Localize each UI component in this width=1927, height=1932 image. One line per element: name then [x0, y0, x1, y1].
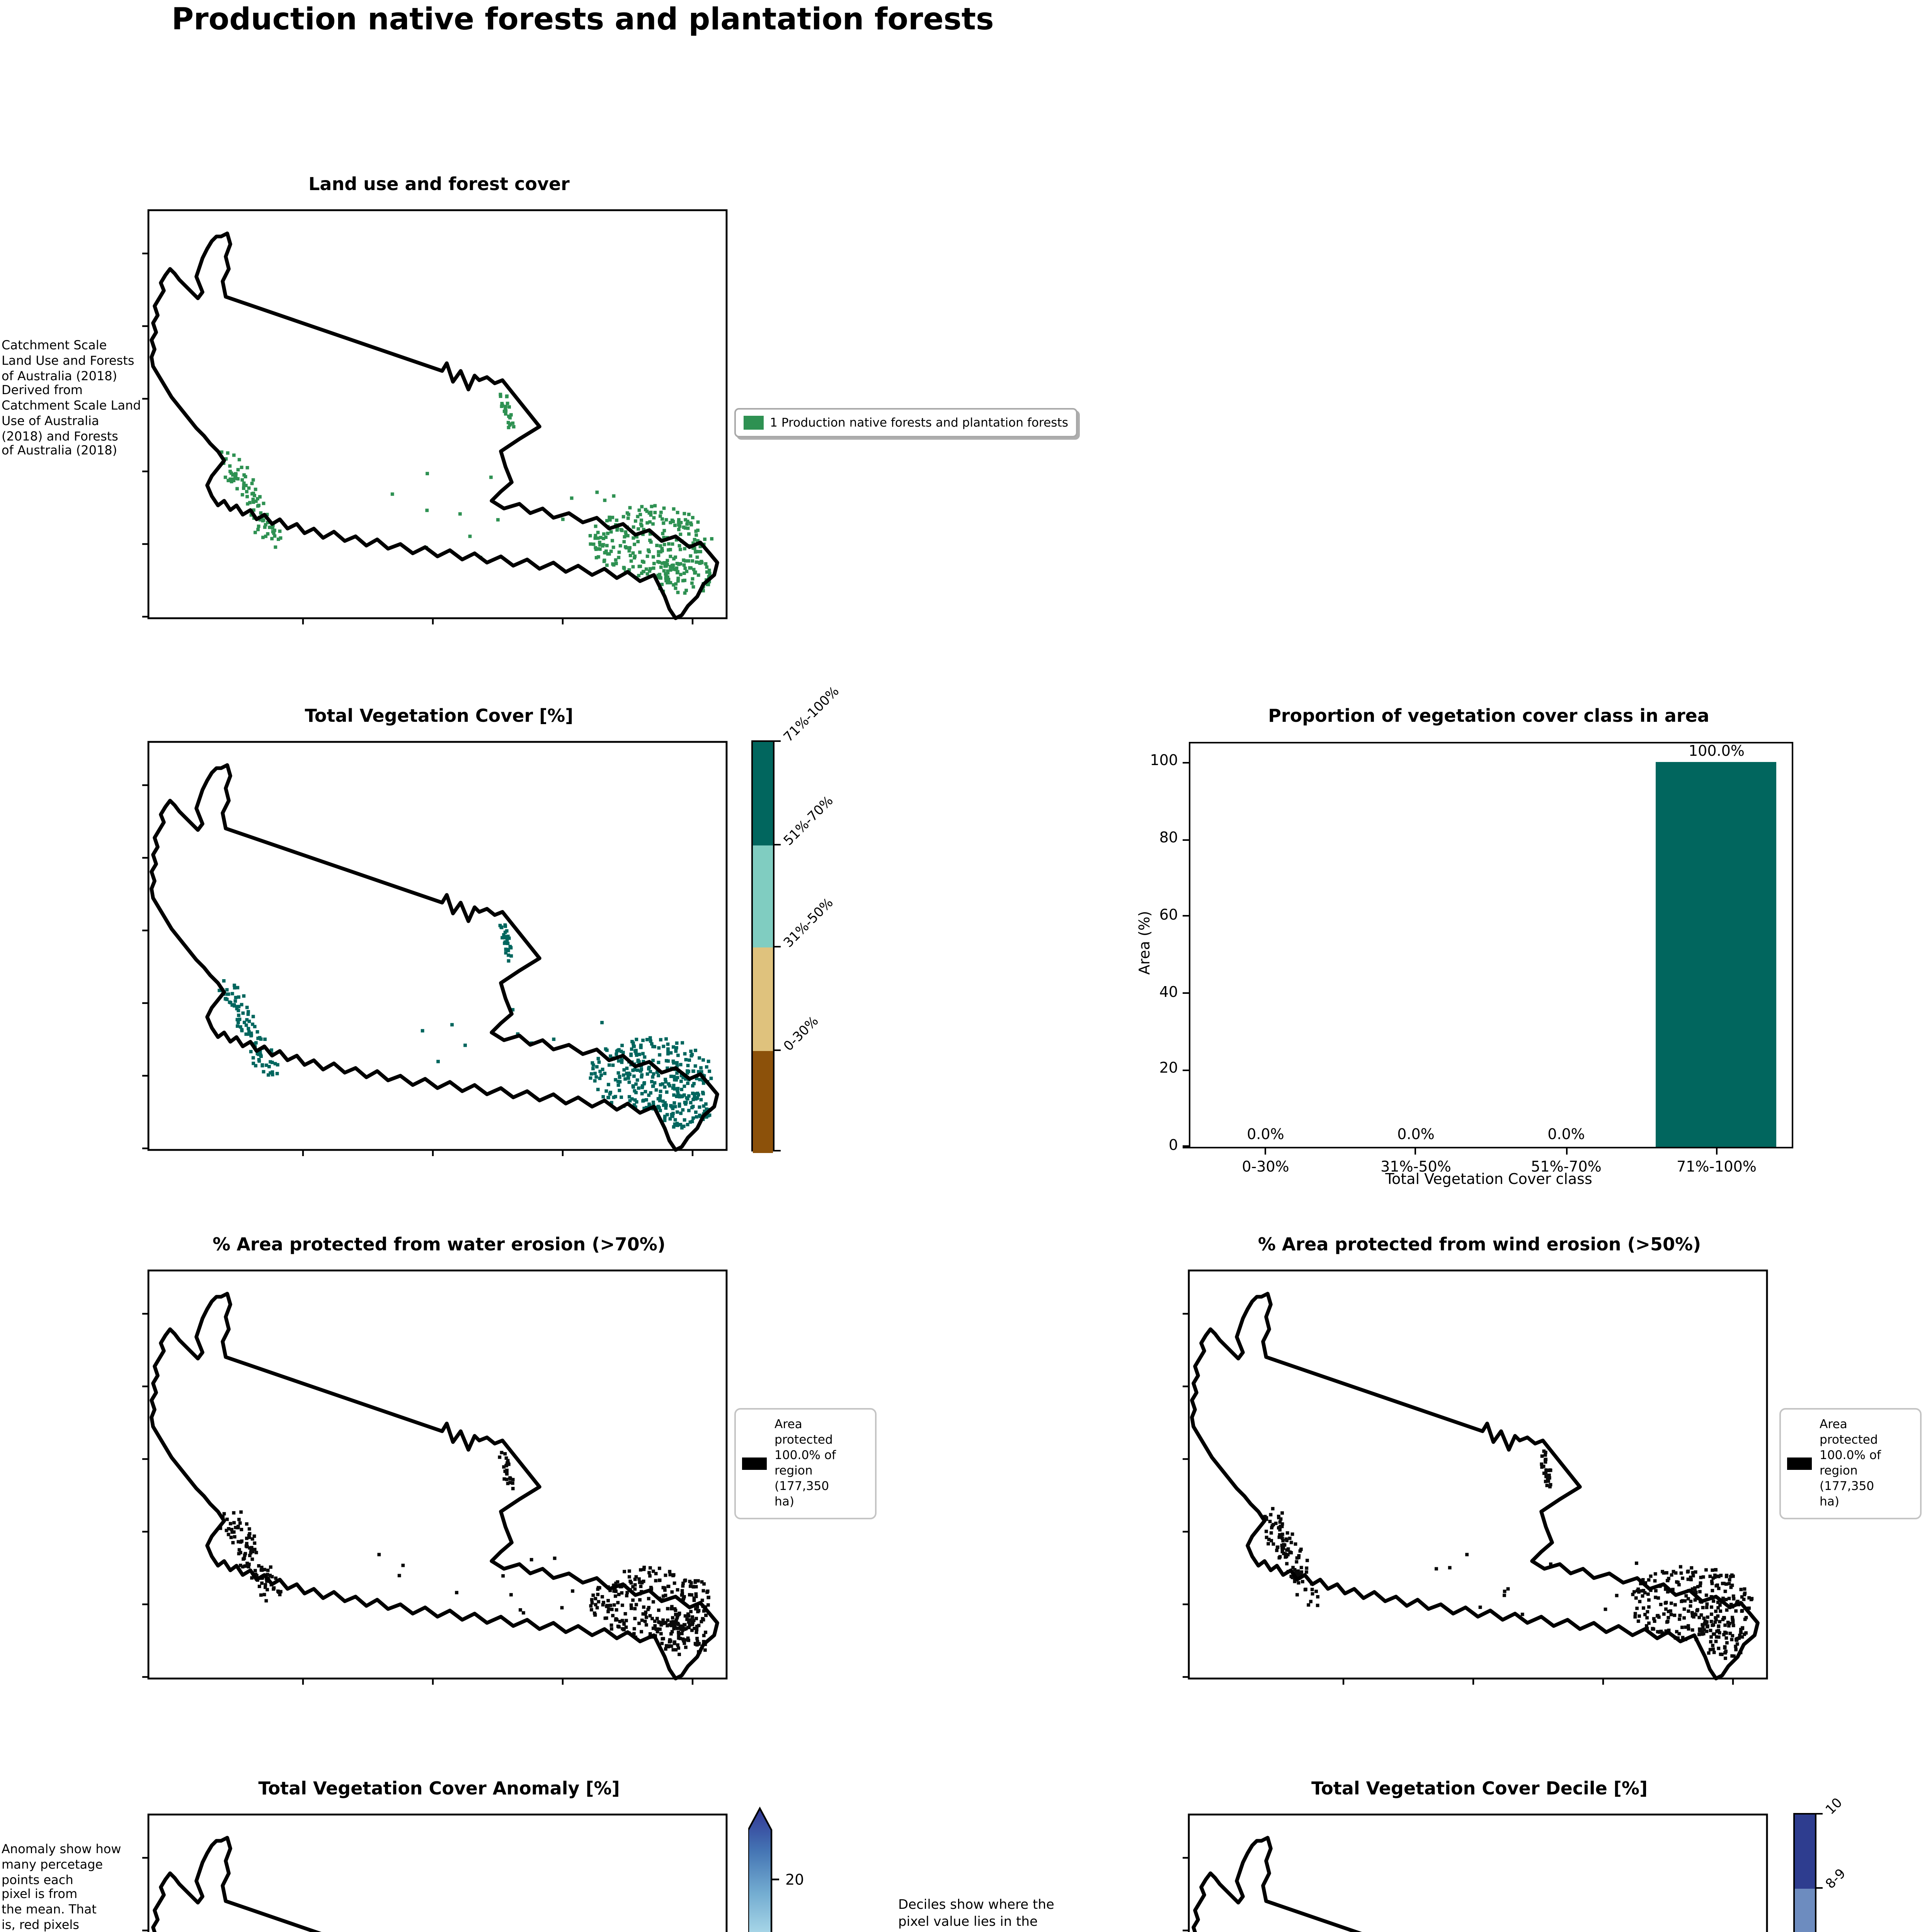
colorbar-label-71%-100%: 71%-100%	[781, 684, 843, 746]
map-data-pixels	[218, 923, 713, 1130]
land-use-source-note: Catchment Scale Land Use and Forests of …	[2, 338, 141, 458]
x-tick	[1415, 1147, 1417, 1155]
y-tick	[1183, 1069, 1190, 1071]
colorbar-label-0-30%: 0-30%	[781, 1013, 822, 1054]
panel-title-water-erosion: % Area protected from water erosion (>70…	[213, 1233, 666, 1255]
y-tick-label: 60	[1159, 907, 1178, 924]
x-tick	[1265, 1147, 1267, 1155]
map-axis-ticks	[142, 1313, 694, 1685]
colorbar-label-51%-70%: 51%-70%	[781, 793, 837, 849]
colorbar-class-8-9	[1795, 1888, 1815, 1932]
colorbar-class-51%-70%	[753, 845, 773, 947]
y-tick	[1183, 992, 1190, 994]
bar-value-label: 0.0%	[1247, 1127, 1284, 1144]
wind-erosion-legend-swatch	[1787, 1457, 1812, 1470]
wind-erosion-legend-text: Area protected 100.0% of region (177,350…	[1820, 1417, 1881, 1509]
colorbar-label-8-9: 8-9	[1823, 1866, 1850, 1892]
map-wind-erosion	[1180, 1269, 1775, 1691]
y-tick-label: 0	[1168, 1138, 1178, 1155]
catchment-outline	[150, 231, 719, 620]
map-veg-cover	[139, 740, 734, 1162]
colorbar-tick	[775, 1049, 781, 1051]
colorbar-tick	[775, 740, 781, 742]
map-axis-ticks	[1183, 1857, 1189, 1932]
bar-71%-100%	[1656, 762, 1777, 1147]
colorbar-class-71%-100%	[753, 742, 773, 845]
map-water-erosion	[139, 1269, 734, 1691]
x-tick	[1565, 1147, 1567, 1155]
catchment-outline	[1190, 1292, 1760, 1680]
map-axis-ticks	[142, 252, 694, 624]
colorbar-label-31%-50%: 31%-50%	[781, 896, 837, 952]
map-decile	[1180, 1813, 1775, 1932]
water-erosion-legend-text: Area protected 100.0% of region (177,350…	[775, 1417, 836, 1509]
panel-title-land-use: Land use and forest cover	[308, 173, 570, 195]
x-tick-label: 71%-100%	[1677, 1159, 1757, 1176]
panel-title-proportion-chart: Proportion of vegetation cover class in …	[1268, 705, 1709, 726]
proportion-bar-chart: 0 20 40 60 80 100 0-30% 31%-50% 51%-70% 71%-100% 0…	[1150, 742, 1793, 1176]
panel-title-veg-cover: Total Vegetation Cover [%]	[305, 705, 574, 726]
map1-figure	[142, 209, 728, 624]
decile-colorbar: 108-94-72-31	[1793, 1796, 1909, 1932]
y-tick	[1183, 1146, 1190, 1148]
y-tick-label: 100	[1150, 753, 1178, 770]
colorbar-class-31%-50%	[753, 947, 773, 1050]
land-use-legend-label: 1 Production native forests and plantati…	[770, 416, 1068, 430]
colorbar-class-10	[1795, 1815, 1815, 1888]
bar-value-label: 100.0%	[1689, 744, 1745, 761]
veg-cover-colorbar: 71%-100% 51%-70% 31%-50% 0-30%	[751, 684, 867, 1153]
colorbar-tick	[775, 946, 781, 948]
panel-title-anomaly: Total Vegetation Cover Anomaly [%]	[258, 1777, 620, 1799]
map-axis-ticks	[1183, 1313, 1734, 1685]
map-anomaly	[139, 1813, 734, 1932]
map7-figure	[1183, 1813, 1768, 1932]
y-tick	[1183, 762, 1190, 764]
x-tick-label: 51%-70%	[1531, 1159, 1602, 1176]
panel-title-wind-erosion: % Area protected from wind erosion (>50%…	[1258, 1233, 1701, 1255]
page-title: Production native forests and plantation…	[172, 2, 994, 37]
colorbar-tick	[1816, 1813, 1823, 1815]
colorbar-tick	[775, 843, 781, 845]
map-axis-ticks	[142, 1857, 148, 1932]
x-tick	[1716, 1147, 1718, 1155]
water-erosion-legend-swatch	[742, 1457, 767, 1470]
panel-title-decile: Total Vegetation Cover Decile [%]	[1311, 1777, 1648, 1799]
colorbar-tick	[775, 1150, 781, 1152]
anomaly-colorbar-tick-label: 20	[785, 1871, 804, 1888]
colorbar-label-10: 10	[1823, 1796, 1846, 1819]
map6-figure	[142, 1813, 728, 1932]
map5-figure	[1183, 1269, 1768, 1685]
y-tick	[1183, 838, 1190, 840]
y-tick-label: 20	[1159, 1061, 1178, 1078]
map2-figure	[142, 741, 728, 1156]
bar-value-label: 0.0%	[1547, 1127, 1585, 1144]
land-use-legend: 1 Production native forests and plantati…	[734, 408, 1078, 437]
map-data-pixels	[220, 393, 713, 595]
x-tick-label: 0-30%	[1242, 1159, 1289, 1176]
decile-explanation-note: Deciles show where the pixel value lies …	[898, 1898, 1054, 1932]
map-land-use	[139, 209, 734, 631]
colorbar-tick	[1816, 1886, 1823, 1889]
map4-figure	[142, 1269, 728, 1685]
catchment-outline	[150, 1292, 719, 1680]
y-tick-label: 80	[1159, 830, 1178, 847]
anomaly-explanation-note: Anomaly show how many percetage points e…	[2, 1842, 121, 1932]
anomaly-colorbar-figure: 20100−10−20	[747, 1806, 804, 1932]
colorbar-class-0-30%	[753, 1050, 773, 1153]
chart-y-axis-label: Area (%)	[1137, 911, 1154, 975]
water-erosion-legend: Area protected 100.0% of region (177,350…	[734, 1408, 877, 1519]
y-tick	[1183, 915, 1190, 917]
x-tick-label: 31%-50%	[1381, 1159, 1451, 1176]
wind-erosion-legend: Area protected 100.0% of region (177,350…	[1779, 1408, 1922, 1519]
bar-value-label: 0.0%	[1397, 1127, 1435, 1144]
y-tick-label: 40	[1159, 984, 1178, 1001]
map-axis-ticks	[142, 784, 694, 1156]
chart-x-axis-label: Total Vegetation Cover class	[1385, 1172, 1592, 1189]
anomaly-colorbar: 20100−10−20	[747, 1805, 864, 1932]
land-use-legend-swatch	[744, 416, 764, 430]
catchment-outline	[150, 763, 719, 1152]
